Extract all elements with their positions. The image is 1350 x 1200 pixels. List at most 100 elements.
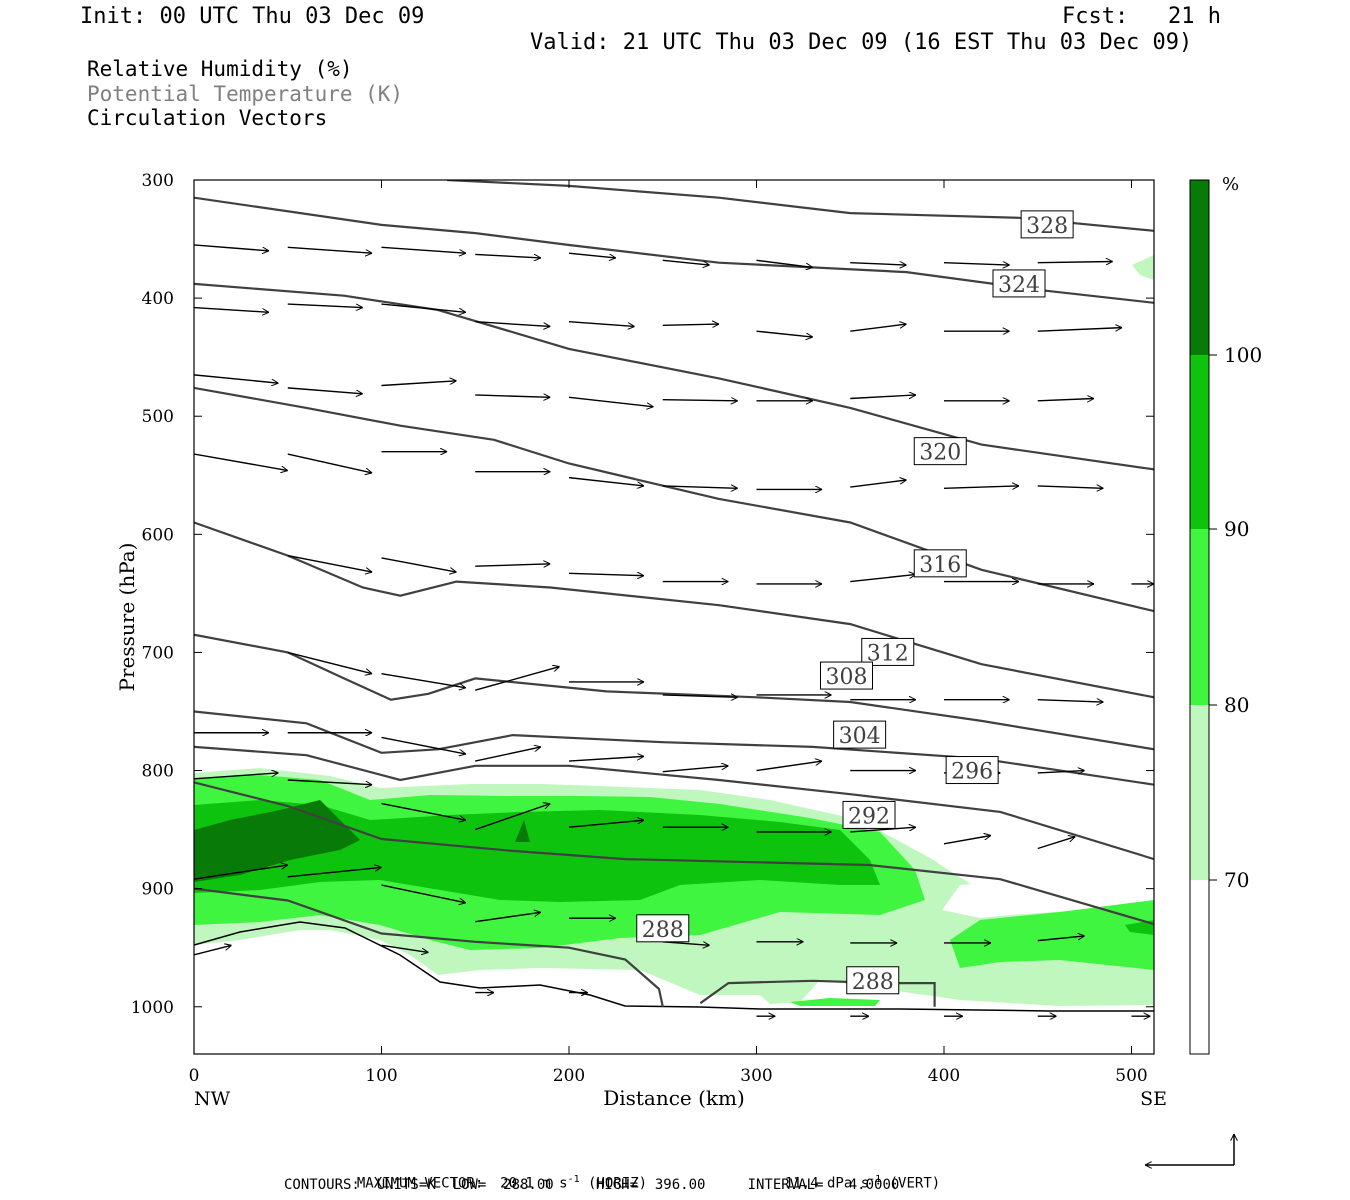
circulation-vector: [568, 476, 644, 486]
x-end-label-right: SE: [1140, 1088, 1167, 1110]
plot-frame: [193, 179, 1155, 1055]
footer-vert-text: 11.4 dPa s: [784, 1175, 870, 1192]
circulation-vector: [381, 557, 457, 572]
circulation-vector: [194, 945, 232, 956]
circulation-vector: [381, 802, 466, 821]
circulation-vector: [1037, 837, 1076, 850]
contour-label-text: 288: [642, 918, 684, 943]
footer-vert-tag: (VERT): [881, 1175, 941, 1192]
circulation-vector: [475, 747, 541, 762]
theta-contour-296-7: [194, 745, 1154, 861]
footer-vert: 11.4 dPa s-1 (VERT): [768, 1158, 940, 1192]
circulation-vector: [475, 564, 550, 566]
circulation-vector: [287, 779, 372, 785]
circulation-vector: [381, 944, 429, 952]
terrain-line: [194, 921, 1154, 1012]
colorbar-segment: [1190, 705, 1209, 880]
legend-potential-temperature: Potential Temperature (K): [87, 82, 404, 106]
contour-label-292-8: 292: [842, 800, 896, 829]
contour-label-text: 292: [848, 804, 890, 829]
contour-label-text: 308: [826, 665, 868, 690]
circulation-vector: [1037, 700, 1104, 702]
circulation-vector: [662, 486, 738, 488]
circulation-vector: [287, 554, 372, 573]
colorbar-level-label: 70: [1224, 868, 1249, 892]
theta-contour-304-6: [194, 710, 1154, 786]
contour-label-288-9: 288: [636, 914, 690, 943]
valid-time: Valid: 21 UTC Thu 03 Dec 09 (16 EST Thu …: [530, 30, 1193, 55]
x-tick-label: 200: [553, 1066, 585, 1086]
x-tick-label: 400: [928, 1066, 960, 1086]
circulation-vector: [475, 912, 541, 923]
contour-label-296-7: 296: [945, 756, 999, 785]
y-tick-label: 300: [142, 171, 174, 191]
circulation-vector: [662, 324, 719, 325]
legend-circulation-vectors: Circulation Vectors: [87, 106, 328, 130]
rh-100-region: [194, 800, 360, 882]
circulation-vector: [1037, 261, 1113, 262]
circulation-vector: [662, 400, 738, 401]
circulation-vector: [568, 252, 616, 258]
contour-label-text: 312: [867, 641, 909, 666]
legend-relative-humidity: Relative Humidity (%): [87, 57, 353, 81]
x-end-label-left: NW: [194, 1088, 231, 1110]
circulation-vector: [662, 766, 729, 773]
theta-contour-312-4: [194, 521, 1154, 699]
circulation-vector: [1037, 399, 1094, 401]
footer-horiz-tag: (HORIZ): [579, 1175, 648, 1192]
contour-label-288-10: 288: [846, 966, 900, 995]
circulation-vector: [568, 396, 653, 406]
y-axis-title: Pressure (hPa): [115, 543, 139, 692]
rh-90-region: [194, 800, 880, 902]
x-tick-label: 300: [740, 1066, 772, 1086]
circulation-vector: [850, 480, 906, 488]
circulation-vector: [381, 246, 466, 253]
circulation-vector: [756, 330, 813, 337]
axes: 300 400 500 600 700 800 900 1000 0 100 200 300 400 50…: [115, 171, 1167, 1110]
rh-70-top-right-patch: [1132, 255, 1154, 280]
colorbar: 70 80 90 100%: [1189, 174, 1262, 1055]
circulation-vectors: [194, 244, 1154, 1016]
circulation-vector: [1037, 771, 1085, 773]
init-time: Init: 00 UTC Thu 03 Dec 09: [80, 4, 425, 29]
theta-contour-320-2: [194, 282, 1154, 471]
y-tick-label: 700: [142, 643, 174, 663]
circulation-vector: [850, 395, 916, 400]
colorbar-level-label: 90: [1224, 517, 1249, 541]
circulation-vector: [1037, 486, 1104, 488]
circulation-vector: [475, 667, 559, 691]
reference-vector-icon: [1145, 1134, 1234, 1165]
circulation-vector: [568, 756, 644, 762]
circulation-vector: [194, 306, 269, 313]
y-tick-label: 600: [142, 525, 174, 545]
x-tick-label: 0: [189, 1066, 200, 1086]
circulation-vector: [1037, 328, 1122, 332]
contour-label-308-5: 308: [820, 661, 873, 690]
rh-80-near-surface-patch: [790, 998, 880, 1006]
footer-max-vector-text: MAXIMUM VECTOR: 20.1 m s: [356, 1175, 568, 1192]
circulation-vector: [287, 246, 372, 253]
circulation-vector: [381, 736, 466, 754]
circulation-vector: [381, 381, 457, 387]
circulation-vector: [568, 820, 644, 828]
x-tick-label: 500: [1115, 1066, 1147, 1086]
contour-label-text: 320: [919, 441, 961, 466]
contour-label-328-0: 328: [1020, 210, 1074, 239]
circulation-vector: [475, 321, 550, 327]
contour-label-text: 316: [919, 553, 961, 578]
circulation-vector: [850, 324, 906, 332]
contour-label-320-2: 320: [913, 437, 967, 466]
contour-label-text: 324: [998, 273, 1040, 298]
circulation-vector: [662, 259, 710, 265]
circulation-vector: [756, 761, 823, 772]
rh-80-east-patch: [950, 900, 1154, 970]
colorbar-frame: [1189, 179, 1210, 1055]
colorbar-segment: [1190, 180, 1209, 355]
circulation-vector: [756, 259, 813, 267]
footer-max-vector: MAXIMUM VECTOR: 20.1 m s-1 (HORIZ): [340, 1158, 647, 1192]
rh-90-east-patch: [1125, 920, 1154, 935]
circulation-vector: [287, 867, 382, 878]
y-tick-label: 500: [142, 407, 174, 427]
colorbar-level-label: 80: [1224, 693, 1249, 717]
